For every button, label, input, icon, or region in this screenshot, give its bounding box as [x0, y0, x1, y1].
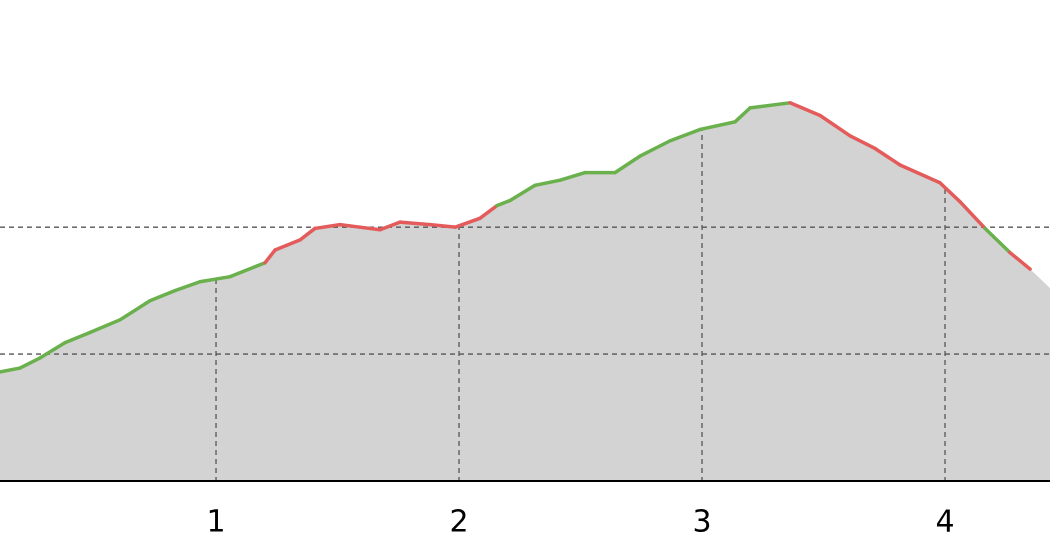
- profile-segment: [558, 170, 587, 182]
- profile-segment: [533, 178, 562, 188]
- profile-segment: [428, 222, 457, 229]
- profile-segment: [733, 106, 752, 124]
- profile-segment: [313, 222, 342, 231]
- profile-segment: [788, 101, 822, 118]
- profile-segment: [148, 288, 177, 303]
- area: [0, 102, 1050, 481]
- profile-segment: [898, 163, 942, 185]
- profile-segment: [378, 220, 402, 232]
- profile-segment: [298, 226, 317, 242]
- profile-segment: [613, 154, 642, 175]
- profile-segment: [478, 203, 499, 221]
- profile-segment: [873, 146, 902, 167]
- profile-segment: [983, 226, 1012, 255]
- profile-segment: [263, 248, 277, 265]
- profile-segment: [508, 183, 537, 203]
- profile-segment: [848, 134, 877, 151]
- profile-segment: [358, 225, 382, 232]
- profile-segment: [0, 366, 22, 374]
- x-tick-label: 2: [449, 505, 468, 540]
- profile-segment: [453, 216, 482, 229]
- profile-segment: [18, 356, 42, 370]
- profile-segment: [118, 299, 152, 322]
- x-tick-label: 1: [206, 505, 225, 540]
- profile-segment: [938, 181, 962, 204]
- profile-segment: [228, 260, 267, 279]
- profile-segment: [398, 220, 432, 227]
- profile-segment: [958, 200, 987, 231]
- profile-segment: [198, 274, 232, 284]
- profile-segment: [668, 127, 702, 143]
- profile-segment: [88, 318, 122, 335]
- profile-segment: [1008, 250, 1032, 271]
- profile-segment: [495, 198, 512, 208]
- profile-segment: [748, 101, 792, 110]
- profile-segment: [698, 120, 737, 132]
- profile-segment: [818, 113, 852, 138]
- x-tick-label: 3: [692, 505, 711, 540]
- profile-segment: [273, 238, 302, 252]
- profile-segment: [338, 222, 362, 229]
- x-tick-label: 4: [935, 505, 954, 540]
- profile-segment: [38, 340, 67, 360]
- profile-segment: [638, 139, 672, 158]
- profile-segment: [173, 279, 202, 293]
- profile-segment: [63, 330, 92, 345]
- vertical-grid: [215, 102, 946, 481]
